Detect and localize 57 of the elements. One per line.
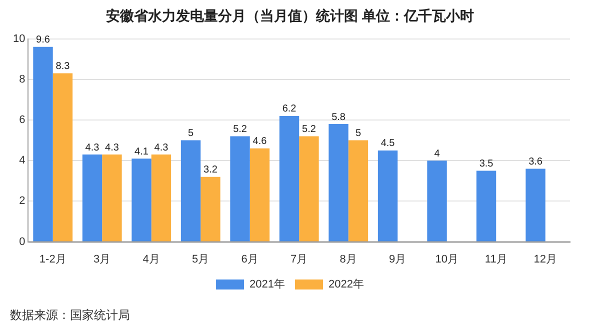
- data-label: 4.6: [252, 136, 268, 148]
- y-tick-label: 4: [19, 154, 26, 167]
- data-label: 4.3: [85, 142, 100, 154]
- bar: [328, 124, 348, 242]
- bar: [151, 154, 172, 242]
- x-tick-label: 9月: [389, 253, 406, 266]
- data-label: 4.3: [105, 142, 120, 154]
- bar: [52, 73, 73, 242]
- data-label: 4: [434, 148, 440, 160]
- y-tick-label: 8: [19, 73, 26, 86]
- data-label: 3.6: [528, 156, 543, 168]
- data-label: 5: [355, 128, 362, 140]
- x-tick-label: 12月: [534, 253, 557, 266]
- data-label: 5.8: [332, 112, 346, 123]
- source-note: 数据来源：国家统计局: [10, 307, 130, 324]
- x-tick-label: 8月: [340, 253, 357, 266]
- data-label: 6.2: [282, 104, 297, 115]
- bar: [279, 116, 300, 242]
- data-label: 5.2: [302, 124, 316, 135]
- bar: [378, 150, 398, 242]
- x-tick-label: 11月: [484, 253, 508, 266]
- chart-title: 安徽省水力发电量分月（当月值）统计图 单位：亿千瓦小时: [106, 7, 474, 24]
- data-label: 5.2: [233, 124, 248, 135]
- y-tick-label: 6: [19, 114, 26, 126]
- bar: [427, 160, 447, 242]
- data-label: 4.1: [134, 146, 149, 158]
- x-tick-label: 5月: [192, 253, 210, 266]
- bar: [348, 140, 368, 242]
- bar: [299, 136, 319, 242]
- bar: [33, 46, 53, 242]
- data-label: 4.5: [380, 138, 396, 150]
- x-tick-label: 1-2月: [39, 253, 66, 266]
- bar: [102, 154, 122, 242]
- bar: [250, 148, 270, 242]
- bar: [526, 168, 546, 242]
- data-label: 3.2: [204, 164, 218, 176]
- y-tick-label: 10: [12, 32, 26, 45]
- x-tick-label: 7月: [290, 253, 308, 266]
- y-tick-label: 2: [19, 195, 26, 208]
- data-label: 4.3: [154, 142, 169, 154]
- bar: [82, 154, 102, 242]
- x-tick-label: 3月: [94, 253, 111, 266]
- bar: [180, 140, 201, 242]
- data-label: 5: [188, 128, 194, 140]
- y-tick-label: 0: [19, 236, 26, 248]
- bar: [230, 136, 250, 242]
- data-label: 3.5: [479, 158, 494, 170]
- x-tick-label: 4月: [142, 253, 160, 266]
- legend-label: 2021年: [250, 278, 286, 291]
- bar: [476, 170, 496, 242]
- legend-label: 2022年: [328, 278, 364, 291]
- bar: [200, 176, 220, 242]
- data-label: 9.6: [36, 34, 50, 46]
- x-tick-label: 6月: [241, 253, 258, 266]
- data-label: 8.3: [56, 61, 70, 72]
- x-tick-label: 10月: [435, 253, 458, 266]
- bar: [132, 158, 152, 242]
